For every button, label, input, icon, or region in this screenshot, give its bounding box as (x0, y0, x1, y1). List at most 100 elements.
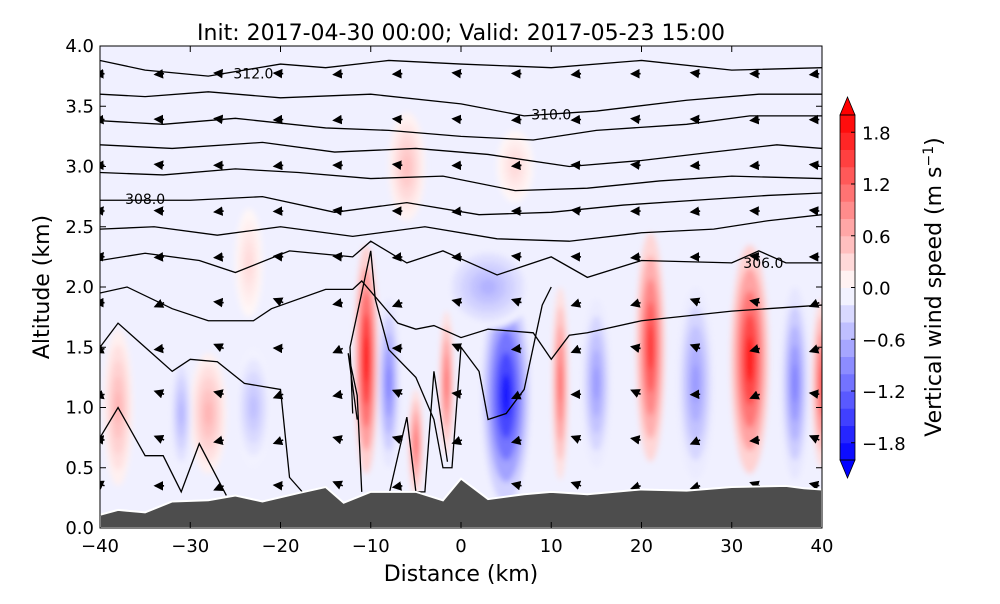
colorbar-level (840, 322, 855, 340)
wind-vector-arrow (155, 164, 164, 165)
wind-vector-arrow (215, 211, 224, 212)
x-tick-label: 20 (630, 536, 653, 557)
contour-label: 308.0 (125, 192, 165, 208)
colorbar-level (840, 357, 855, 375)
x-tick-label: 0 (455, 536, 466, 557)
colorbar-tick-label: −1.8 (862, 434, 906, 455)
wind-vector-arrow (751, 440, 760, 441)
wind-vector-arrow (632, 119, 641, 120)
vertical-wind-feature (355, 245, 378, 474)
colorbar-level (840, 374, 855, 392)
wind-vector-arrow (274, 73, 283, 74)
wind-vector-arrow (215, 119, 224, 120)
x-tick-label: −10 (352, 536, 390, 557)
colorbar: −1.8−1.2−0.60.00.61.21.8 (840, 97, 906, 478)
contour-label: 310.0 (531, 108, 571, 124)
colorbar-tick-label: 1.2 (862, 175, 891, 196)
y-tick-label: 0.0 (65, 518, 94, 539)
wind-vector-arrow (215, 302, 224, 303)
wind-vector-arrow (274, 165, 283, 166)
colorbar-level (840, 132, 855, 150)
y-axis-label: Altitude (km) (30, 215, 55, 359)
y-tick-label: 1.0 (65, 398, 94, 419)
y-tick-label: 2.0 (65, 277, 94, 298)
colorbar-level (840, 253, 855, 271)
wind-vector-arrow (155, 74, 164, 75)
wind-vector-arrow (215, 257, 224, 258)
wind-vector-arrow (393, 119, 402, 120)
y-tick-label: 2.5 (65, 217, 94, 238)
vertical-wind-feature (378, 299, 400, 468)
x-tick-label: 30 (720, 536, 743, 557)
wind-vector-arrow (393, 164, 402, 165)
vertical-wind-feature (781, 287, 808, 480)
colorbar-level (840, 219, 855, 237)
colorbar-level (840, 270, 855, 288)
colorbar-tick-label: −1.2 (862, 382, 906, 403)
x-tick-label: 40 (811, 536, 834, 557)
y-tick-label: 3.0 (65, 157, 94, 178)
colorbar-extend-min (840, 460, 855, 478)
wind-vector-arrow (572, 74, 581, 75)
plot-area (96, 46, 832, 528)
vertical-wind-feature (170, 353, 192, 474)
colorbar-tick-label: 0.0 (862, 279, 891, 300)
vertical-wind-feature (190, 353, 226, 474)
y-tick-label: 0.5 (65, 458, 94, 479)
vertical-wind-feature (409, 389, 423, 497)
colorbar-level (840, 167, 855, 185)
colorbar-level (840, 150, 855, 168)
wind-vector-arrow (155, 211, 164, 212)
wind-vector-arrow (393, 257, 402, 258)
wind-vector-arrow (274, 485, 283, 486)
wind-vector-arrow (215, 73, 224, 74)
wind-vector-arrow (810, 210, 819, 211)
wind-vector-arrow (512, 256, 521, 257)
colorbar-level (840, 236, 855, 254)
wind-vector-arrow (334, 120, 343, 121)
wind-vector-arrow (334, 210, 343, 211)
wind-vector-arrow (572, 120, 581, 121)
wind-vector-arrow (274, 256, 283, 257)
colorbar-level (840, 288, 855, 306)
contour-label: 306.0 (743, 256, 783, 272)
wind-vector-arrow (751, 165, 760, 166)
wind-vector-arrow (453, 119, 462, 120)
wind-vector-arrow (453, 393, 462, 394)
colorbar-level (840, 408, 855, 426)
y-tick-label: 3.5 (65, 96, 94, 117)
wind-vector-arrow (810, 165, 819, 166)
chart-title: Init: 2017-04-30 00:00; Valid: 2017-05-2… (197, 21, 725, 46)
wind-vector-arrow (453, 73, 462, 74)
x-axis-label: Distance (km) (384, 562, 539, 587)
colorbar-level (840, 391, 855, 409)
colorbar-level (840, 201, 855, 219)
vertical-wind-feature (636, 233, 665, 462)
colorbar-level (840, 305, 855, 323)
vertical-wind-feature (235, 347, 271, 468)
x-tick-label: −20 (262, 536, 300, 557)
colorbar-level (840, 339, 855, 357)
colorbar-tick-label: 0.6 (862, 227, 891, 248)
wind-vector-arrow (632, 257, 641, 258)
wind-vector-arrow (453, 257, 462, 258)
colorbar-tick-label: 1.8 (862, 123, 891, 144)
colorbar-label: Vertical wind speed (m s−1) (921, 137, 947, 437)
wind-vector-arrow (751, 120, 760, 121)
vertical-wind-feature (731, 245, 769, 474)
wind-vector-arrow (691, 211, 700, 212)
vertical-wind-feature (552, 287, 568, 480)
wind-vector-arrow (512, 120, 521, 121)
contour-label: 312.0 (233, 67, 273, 83)
y-tick-label: 1.5 (65, 337, 94, 358)
colorbar-level (840, 426, 855, 444)
x-tick-label: 10 (540, 536, 563, 557)
wind-vector-arrow (453, 211, 462, 212)
colorbar-level (840, 184, 855, 202)
colorbar-level (840, 115, 855, 133)
wind-vector-arrow (334, 74, 343, 75)
wind-vector-arrow (691, 73, 700, 74)
vertical-wind-feature (582, 299, 611, 468)
wind-vector-arrow (632, 164, 641, 165)
